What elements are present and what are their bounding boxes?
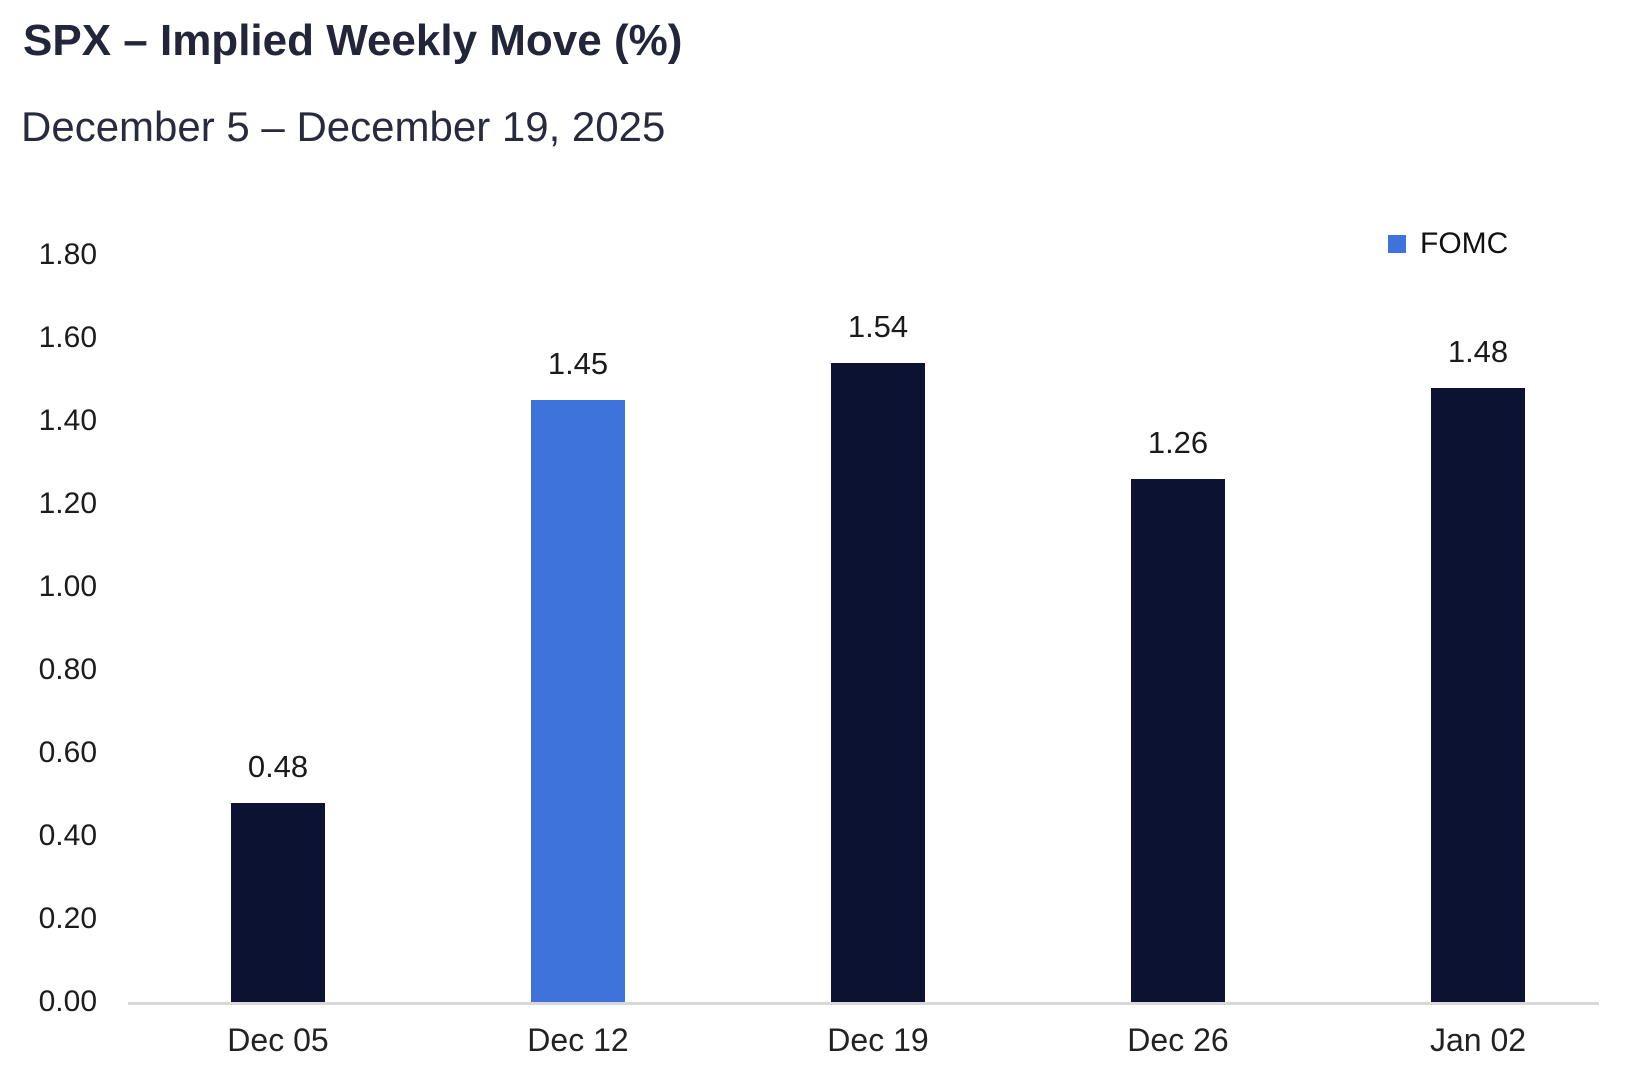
y-tick-label: 0.40: [38, 819, 97, 852]
x-tick-label: Dec 19: [827, 1022, 929, 1058]
bar-value-label: 1.45: [547, 346, 609, 381]
bar-value-label: 1.54: [847, 309, 909, 344]
y-tick-label: 1.20: [38, 487, 97, 520]
legend: FOMC: [1388, 227, 1508, 261]
bar-value-label: 0.48: [247, 749, 309, 784]
bar-value-label: 1.48: [1447, 334, 1509, 369]
y-tick-label: 0.20: [38, 902, 97, 935]
y-tick-label: 0.00: [38, 985, 97, 1018]
y-tick-label: 1.60: [38, 321, 97, 354]
bar: [1431, 388, 1525, 1002]
chart-title: SPX – Implied Weekly Move (%): [23, 16, 683, 65]
bar-fomc: [531, 400, 625, 1002]
y-tick-label: 1.00: [38, 570, 97, 603]
x-tick-label: Dec 26: [1127, 1022, 1229, 1058]
y-tick-label: 1.40: [38, 404, 97, 437]
y-tick-label: 1.80: [38, 238, 97, 271]
bar-value-label: 1.26: [1147, 425, 1209, 460]
y-tick-label: 0.80: [38, 653, 97, 686]
x-tick-label: Jan 02: [1429, 1022, 1527, 1058]
legend-fomc-label: FOMC: [1420, 227, 1509, 260]
x-tick-label: Dec 05: [227, 1022, 329, 1058]
bar: [1131, 479, 1225, 1002]
bar: [831, 363, 925, 1002]
legend-fomc-swatch-icon: [1388, 235, 1406, 253]
x-tick-label: Dec 12: [527, 1022, 629, 1058]
y-tick-label: 0.60: [38, 736, 97, 769]
bar: [231, 803, 325, 1002]
chart-subtitle: December 5 – December 19, 2025: [21, 103, 666, 150]
x-axis-line: [128, 1002, 1599, 1005]
